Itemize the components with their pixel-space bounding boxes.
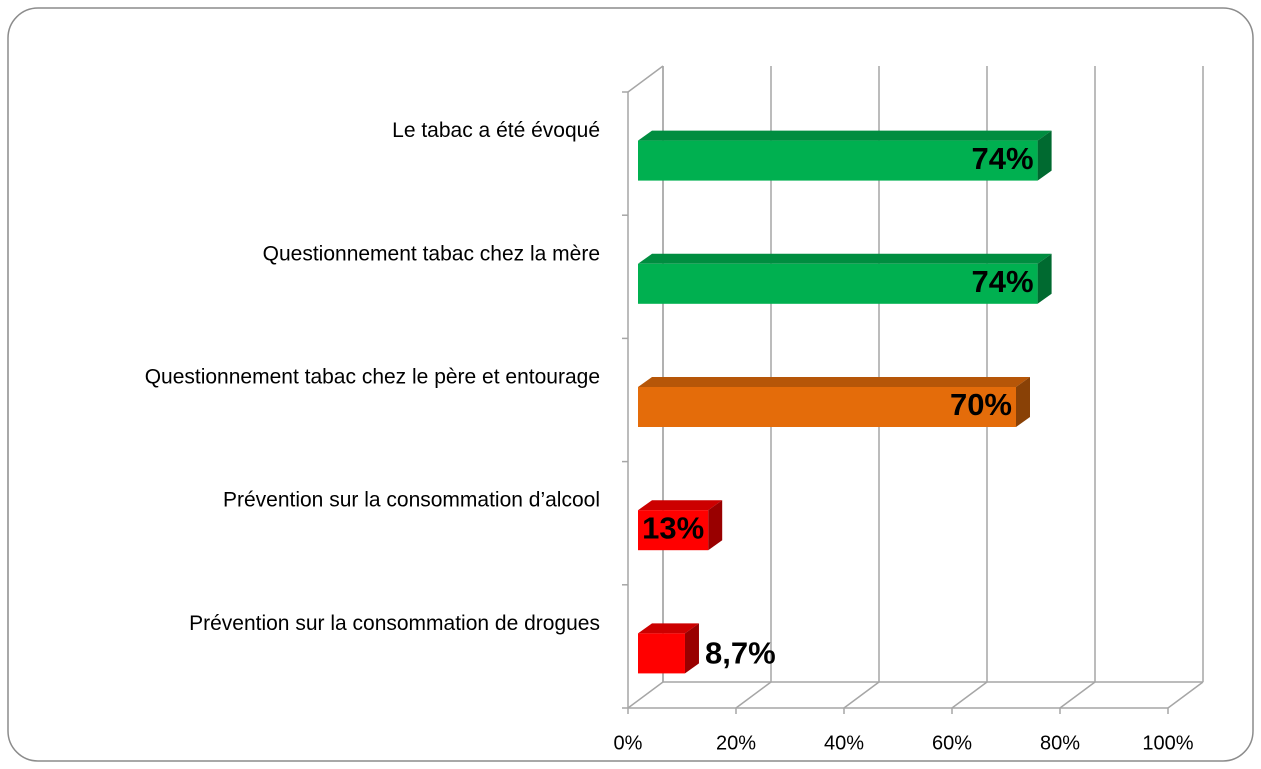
bar-top [638,500,723,511]
grid-line [735,681,772,709]
wall-edge [627,65,664,93]
x-tick-label: 80% [1040,732,1080,754]
grid-line [627,681,664,709]
grid-line [1167,681,1204,709]
category-label: Le tabac a été évoqué [392,119,600,142]
bar [638,263,1038,304]
category-label: Prévention sur la consommation de drogue… [189,612,600,635]
bar-top [638,130,1052,141]
chart-border [7,7,1254,762]
bar-side [1037,130,1052,181]
grid-line [843,681,880,709]
grid-line [951,681,988,709]
bar-side [684,623,699,674]
x-tick-label: 0% [614,732,643,754]
bar [638,140,1038,181]
grid-line [1059,681,1096,709]
value-label: 8,7% [705,636,776,671]
value-label: 70% [950,387,1012,422]
bar-side [1016,377,1030,427]
x-tick-label: 40% [824,732,864,754]
value-label: 74% [972,141,1034,176]
bar-top [638,623,699,634]
category-label: Prévention sur la consommation d’alcool [223,489,600,512]
value-label: 13% [642,510,704,545]
bar [638,387,1016,427]
x-tick-label: 60% [932,732,972,754]
bar-top [638,253,1052,264]
bar [638,510,709,551]
bar [638,633,685,674]
value-label: 74% [972,264,1034,299]
x-tick-label: 20% [716,732,756,754]
category-label: Questionnement tabac chez le père et ent… [145,366,600,389]
bar-side [708,500,723,551]
category-label: Questionnement tabac chez la mère [263,242,600,265]
x-tick-label: 100% [1142,732,1193,754]
bar-top [638,377,1030,387]
bar-side [1037,253,1052,304]
